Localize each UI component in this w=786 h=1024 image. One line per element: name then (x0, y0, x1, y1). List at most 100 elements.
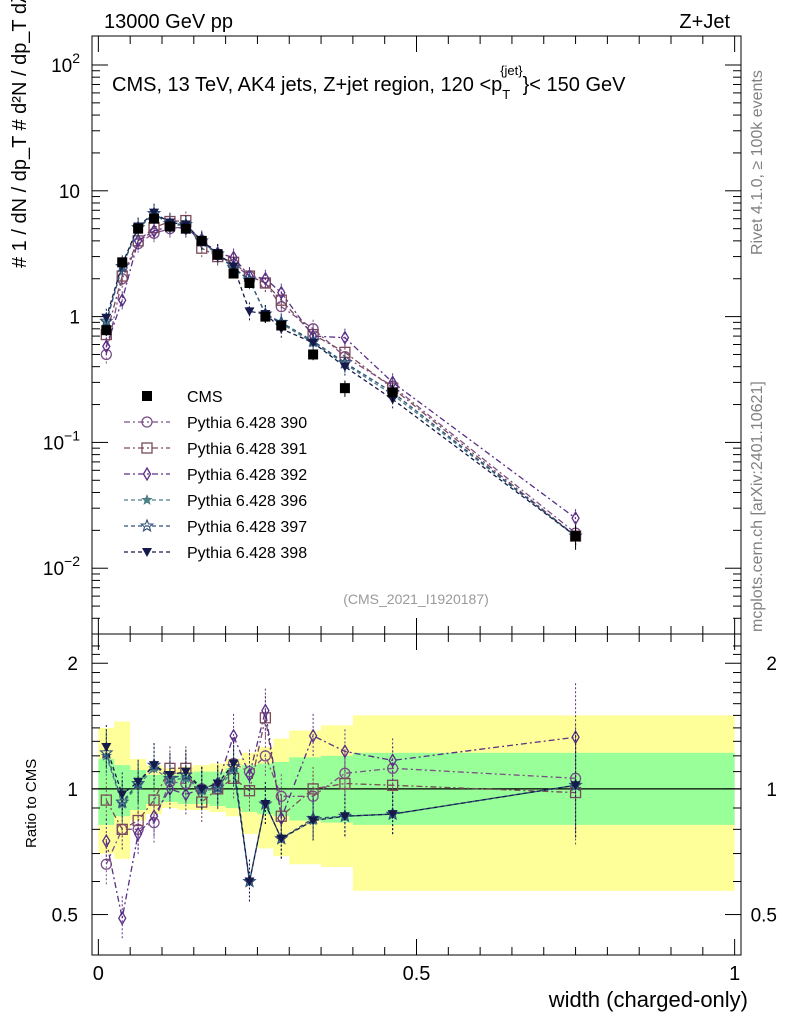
data-point (212, 249, 223, 260)
ratio-point (178, 767, 193, 782)
rivet-label: Rivet 4.1.0, ≥ 100k events (749, 70, 766, 255)
ratio-line (105, 710, 576, 919)
legend-label: Pythia 6.428 398 (187, 545, 307, 562)
ratio-point (116, 823, 128, 835)
series-point (261, 271, 270, 287)
series-line (105, 225, 577, 534)
series-point (149, 208, 160, 218)
ratio-ylabel: Ratio to CMS (23, 759, 40, 848)
data-point (228, 268, 239, 279)
legend-marker (139, 518, 155, 533)
data-point (339, 383, 350, 394)
ratio-point (133, 777, 144, 787)
legend-marker (141, 494, 153, 505)
series-point (102, 339, 111, 354)
ratio-point (180, 767, 191, 777)
legend-item: Pythia 6.428 391 (124, 441, 307, 458)
ratio-point (339, 777, 351, 790)
data-point (101, 325, 112, 336)
mcplots-label: mcplots.cern.ch [arXiv:2401.10621] (749, 381, 766, 632)
data-point (387, 387, 398, 398)
ratio-point (307, 783, 319, 795)
ratio-point (212, 779, 223, 789)
ratio-y-tick-label-left: 0.5 (52, 906, 78, 927)
ratio-point (245, 767, 254, 783)
ratio-y-tick-label-right: 1 (766, 780, 777, 801)
data-point (570, 531, 581, 542)
series-point (228, 262, 239, 272)
main-series (99, 203, 583, 550)
data-point (117, 257, 128, 268)
legend-marker (141, 416, 153, 428)
x-tick-label: 0 (93, 963, 104, 985)
ratio-point (260, 800, 271, 810)
ratio-point (571, 729, 580, 745)
ratio-bands (92, 715, 741, 891)
x-axis-label: width (charged-only) (548, 987, 748, 1012)
data-point (276, 320, 287, 331)
ratio-point (308, 728, 318, 744)
series-point (99, 313, 114, 328)
y-tick-label: 10 (59, 182, 80, 203)
ratio-point (164, 770, 175, 780)
data-point (133, 223, 144, 234)
legend-marker (142, 548, 152, 557)
series-point (101, 313, 112, 323)
main-ylabel-text: # 1 / dN / dp_T # d²N / dp_T dλ (9, 0, 31, 268)
ratio-point (117, 910, 127, 926)
ratio-point (339, 812, 350, 822)
ratio-y-tick-label-left: 2 (67, 654, 78, 675)
ratio-point (276, 834, 287, 844)
ratio-point (117, 790, 128, 800)
svg-text:# 1 / dN / dp_T # d²N / dp_T: # 1 / dN / dp_T # d²N / dp_T dλ (9, 0, 31, 268)
ratio-point (387, 810, 398, 820)
legend-item: Pythia 6.428 396 (124, 493, 307, 510)
header-right: Z+Jet (679, 11, 730, 33)
ratio-point (102, 833, 111, 849)
x-tick-label: 1 (729, 963, 740, 985)
ratio-y-tick-label-right: 0.5 (751, 906, 777, 927)
ratio-point (259, 750, 272, 762)
ratio-point (228, 759, 239, 769)
data-point (308, 349, 319, 360)
legend-label: Pythia 6.428 397 (187, 519, 307, 536)
y-tick-label: 10−1 (43, 427, 80, 454)
legend-label: Pythia 6.428 390 (187, 415, 307, 432)
series-point (133, 233, 143, 249)
ratio-point (308, 816, 319, 826)
analysis-watermark: (CMS_2021_I1920187) (343, 591, 489, 607)
ratio-series (99, 683, 583, 941)
data-point (149, 213, 160, 224)
ratio-point (149, 808, 159, 824)
ratio-point (116, 798, 128, 809)
ratio-point (277, 811, 286, 826)
legend-label: Pythia 6.428 392 (187, 467, 307, 484)
y-tick-label: 10−2 (43, 553, 80, 580)
plot-title: CMS, 13 TeV, AK4 jets, Z+jet region, 120… (112, 63, 626, 102)
series-point (339, 362, 350, 372)
legend-item: Pythia 6.428 398 (124, 545, 307, 562)
ratio-point (244, 877, 255, 887)
plot-title-sup: {jet} (500, 63, 523, 78)
ratio-point (133, 826, 143, 842)
data-point (196, 235, 207, 246)
legend-item: Pythia 6.428 397 (124, 518, 307, 536)
series-line (105, 225, 576, 519)
series-point (117, 292, 127, 308)
data-point (180, 223, 191, 234)
legend-marker (141, 442, 153, 454)
legend-marker (142, 391, 152, 401)
series-line (105, 211, 576, 537)
ratio-point (100, 794, 112, 806)
series-line (105, 212, 577, 537)
legend-label: Pythia 6.428 391 (187, 441, 307, 458)
series-line (105, 213, 576, 537)
series-point (571, 510, 580, 526)
series-line (105, 219, 577, 537)
plot-title-main: CMS, 13 TeV, AK4 jets, Z+jet region, 120… (112, 74, 502, 96)
ratio-point (101, 742, 112, 752)
plot-title-end: }< 150 GeV (523, 74, 627, 96)
series-point (149, 223, 159, 239)
plot-title-sub: T (502, 87, 510, 102)
